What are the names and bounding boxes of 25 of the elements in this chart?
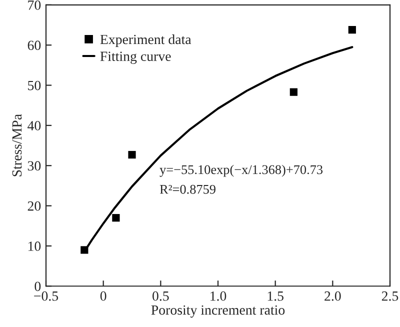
point: [128, 150, 136, 159]
x-tick-label: −0.5: [34, 291, 58, 301]
y-tick-label: 10: [28, 242, 41, 251]
y-tick-label: 60: [28, 40, 41, 50]
x-tick-label: 0.5: [152, 291, 169, 301]
point: [290, 88, 298, 96]
annotation: R²=0.8759: [160, 184, 216, 194]
y-tick-label: 30: [28, 161, 41, 171]
y-tick-label: 70: [28, 0, 41, 10]
y-tick-label: 0: [34, 282, 41, 292]
y-tick-label: 50: [28, 80, 41, 90]
x-tick-label: 2.0: [324, 291, 341, 301]
legend-label: Experiment data: [100, 34, 192, 47]
y-axis-title: Stress/MPa: [12, 114, 22, 176]
y-tick-label: 40: [28, 121, 41, 130]
x-axis-title: Porosity increment ratio: [151, 305, 285, 318]
x-tick-label: 1.5: [268, 291, 284, 301]
point: [348, 26, 356, 34]
point: [112, 214, 120, 222]
legend-label: Fitting curve: [100, 52, 171, 64]
annotation: y=−55.10exp(−x/1.368)+70.73: [160, 164, 323, 177]
x-tick-label: 0: [100, 291, 106, 301]
x-tick-label: 1.0: [210, 291, 226, 301]
x-tick-label: 2.5: [382, 291, 398, 301]
y-tick-label: 20: [28, 201, 41, 211]
